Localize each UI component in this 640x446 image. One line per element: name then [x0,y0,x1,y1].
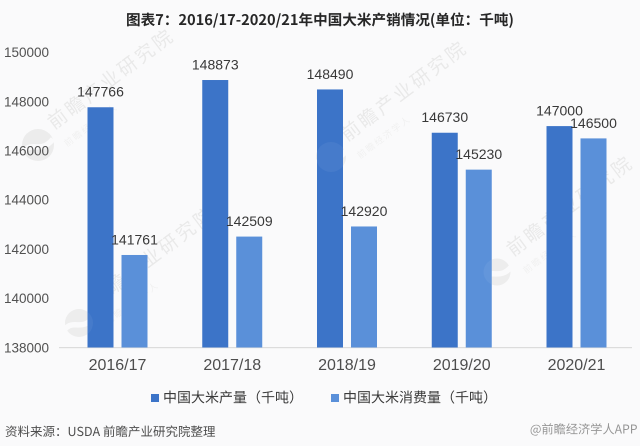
svg-text:150000: 150000 [4,45,49,60]
svg-text:2019/20: 2019/20 [433,357,491,374]
svg-text:142509: 142509 [226,213,273,229]
svg-text:2016/17: 2016/17 [89,357,147,374]
svg-text:142000: 142000 [4,242,49,257]
svg-text:138000: 138000 [4,340,49,355]
svg-text:141761: 141761 [111,231,158,247]
svg-text:2018/19: 2018/19 [318,357,376,374]
svg-text:140000: 140000 [4,291,49,306]
svg-text:148873: 148873 [192,56,239,72]
svg-text:2020/21: 2020/21 [548,357,606,374]
svg-text:148490: 148490 [307,66,354,82]
svg-text:145230: 145230 [455,146,502,162]
svg-text:147000: 147000 [536,103,583,119]
svg-text:146730: 146730 [421,109,468,125]
svg-text:146500: 146500 [570,115,617,131]
svg-text:142920: 142920 [341,203,388,219]
svg-text:148000: 148000 [4,94,49,109]
svg-text:2017/18: 2017/18 [203,357,261,374]
svg-text:146000: 146000 [4,144,49,159]
svg-text:144000: 144000 [4,193,49,208]
svg-text:147766: 147766 [77,84,124,100]
